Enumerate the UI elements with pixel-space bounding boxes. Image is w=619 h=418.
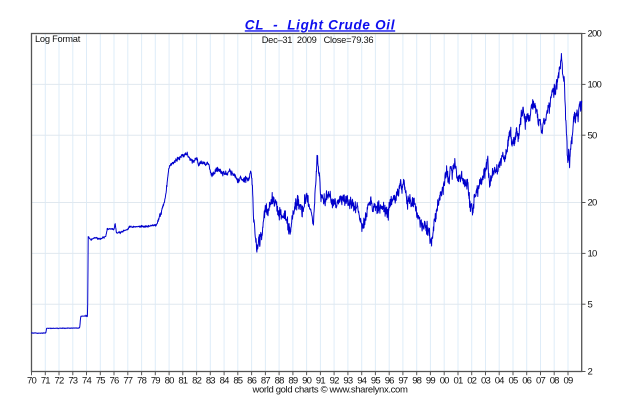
svg-text:94: 94 bbox=[357, 376, 366, 387]
svg-text:78: 78 bbox=[137, 376, 146, 387]
svg-text:5: 5 bbox=[588, 299, 593, 310]
svg-text:08: 08 bbox=[550, 376, 559, 387]
svg-text:06: 06 bbox=[522, 376, 531, 387]
svg-text:85: 85 bbox=[233, 376, 242, 387]
svg-text:98: 98 bbox=[412, 376, 421, 387]
svg-text:05: 05 bbox=[509, 376, 518, 387]
svg-text:99: 99 bbox=[426, 376, 435, 387]
svg-text:07: 07 bbox=[536, 376, 545, 387]
svg-text:77: 77 bbox=[123, 376, 132, 387]
svg-text:2: 2 bbox=[588, 367, 593, 378]
svg-text:96: 96 bbox=[385, 376, 394, 387]
svg-text:09: 09 bbox=[564, 376, 573, 387]
svg-text:Log Format: Log Format bbox=[35, 34, 81, 44]
svg-text:world gold charts © www.sharel: world gold charts © www.sharelynx.com bbox=[251, 385, 408, 396]
svg-text:200: 200 bbox=[588, 29, 602, 40]
svg-text:00: 00 bbox=[440, 376, 449, 387]
svg-text:20: 20 bbox=[588, 198, 597, 209]
svg-text:91: 91 bbox=[316, 376, 325, 387]
svg-text:95: 95 bbox=[371, 376, 380, 387]
svg-text:84: 84 bbox=[220, 376, 229, 387]
svg-text:01: 01 bbox=[454, 376, 463, 387]
svg-text:50: 50 bbox=[588, 130, 597, 141]
svg-text:81: 81 bbox=[178, 376, 187, 387]
svg-text:83: 83 bbox=[206, 376, 215, 387]
svg-text:10: 10 bbox=[588, 249, 597, 260]
svg-text:93: 93 bbox=[343, 376, 352, 387]
svg-text:72: 72 bbox=[55, 376, 64, 387]
svg-text:97: 97 bbox=[398, 376, 407, 387]
svg-text:75: 75 bbox=[96, 376, 105, 387]
svg-text:70: 70 bbox=[27, 376, 36, 387]
svg-text:90: 90 bbox=[302, 376, 311, 387]
svg-text:82: 82 bbox=[192, 376, 201, 387]
svg-text:89: 89 bbox=[288, 376, 297, 387]
svg-text:80: 80 bbox=[165, 376, 174, 387]
svg-text:73: 73 bbox=[68, 376, 77, 387]
svg-text:02: 02 bbox=[467, 376, 476, 387]
svg-text:76: 76 bbox=[110, 376, 119, 387]
svg-text:71: 71 bbox=[41, 376, 50, 387]
svg-text:92: 92 bbox=[330, 376, 339, 387]
svg-text:03: 03 bbox=[481, 376, 490, 387]
svg-text:04: 04 bbox=[495, 376, 504, 387]
svg-text:79: 79 bbox=[151, 376, 160, 387]
svg-text:74: 74 bbox=[82, 376, 91, 387]
svg-text:88: 88 bbox=[275, 376, 284, 387]
svg-text:CL - Light Crude Oil: CL - Light Crude Oil bbox=[245, 17, 395, 32]
svg-text:87: 87 bbox=[261, 376, 270, 387]
svg-text:Dec–31 2009 Close=79.36: Dec–31 2009 Close=79.36 bbox=[262, 35, 374, 45]
svg-text:100: 100 bbox=[588, 80, 602, 91]
svg-text:86: 86 bbox=[247, 376, 256, 387]
